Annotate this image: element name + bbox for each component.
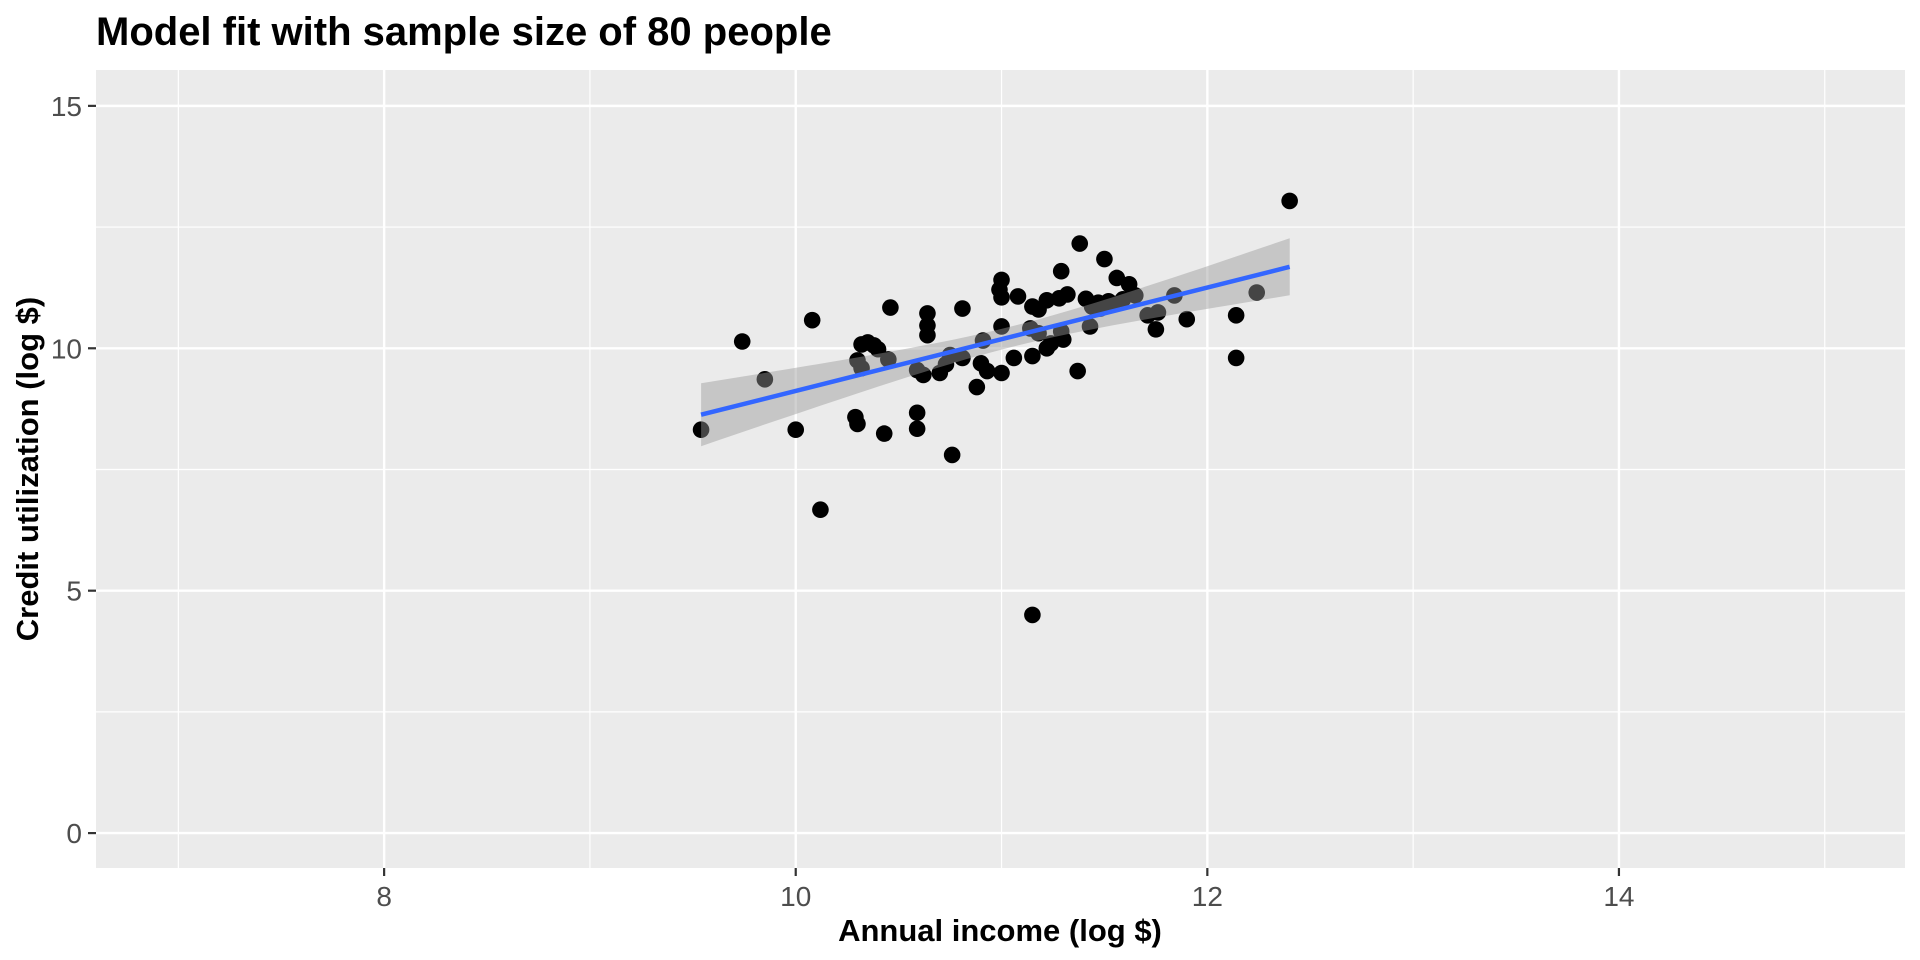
data-point [869,340,887,358]
y-axis-title: Credit utilization (log $) [10,297,45,641]
data-point [849,415,866,433]
data-point [733,333,751,350]
data-point [1071,235,1089,252]
data-point [993,271,1010,289]
data-point [1096,250,1113,268]
data-point [1178,310,1196,328]
data-point [968,378,986,396]
data-point [1227,349,1245,367]
data-point [915,366,932,384]
data-point [978,362,996,380]
data-point [882,299,899,316]
data-point [1227,307,1245,324]
data-point [1108,269,1126,287]
data-point [812,501,829,519]
data-point [1147,321,1165,338]
data-point [1038,291,1056,309]
y-tick-label: 10 [51,333,82,364]
x-axis-title: Annual income (log $) [838,913,1162,948]
y-tick-label: 15 [51,91,82,122]
data-point [1127,287,1144,304]
data-point [787,421,805,439]
data-point [1081,318,1099,335]
data-point [1059,286,1076,303]
data-point [993,364,1010,382]
data-point [908,404,926,422]
data-point [880,351,897,368]
x-tick-label: 10 [780,881,811,912]
data-point [875,425,893,442]
data-point [993,289,1010,306]
data-point [908,420,926,438]
data-point [1248,284,1266,301]
y-tick-label: 5 [66,576,82,607]
x-tick-label: 8 [376,881,392,912]
data-point [919,305,936,322]
data-point [692,421,710,439]
data-point [1009,288,1027,305]
x-tick-label: 12 [1192,881,1223,912]
data-point [1069,362,1086,380]
data-point [954,300,971,317]
x-tick-label: 14 [1603,881,1634,912]
data-point [1052,262,1070,280]
data-point [1005,349,1023,367]
chart-layers: 8 10 12 14 0 5 10 15 [51,70,1905,912]
data-point [993,318,1010,335]
plot-title: Model fit with sample size of 80 people [96,10,832,54]
data-point [1024,347,1041,365]
regression-line [700,264,1291,417]
data-point [803,311,821,329]
data-point [954,349,971,367]
data-point [1054,331,1072,348]
data-point [756,371,774,388]
data-point [1149,304,1167,321]
data-point [1281,192,1298,210]
data-point [943,446,961,464]
data-point [1024,606,1041,624]
y-tick-label: 0 [66,818,82,849]
data-point [919,326,936,344]
